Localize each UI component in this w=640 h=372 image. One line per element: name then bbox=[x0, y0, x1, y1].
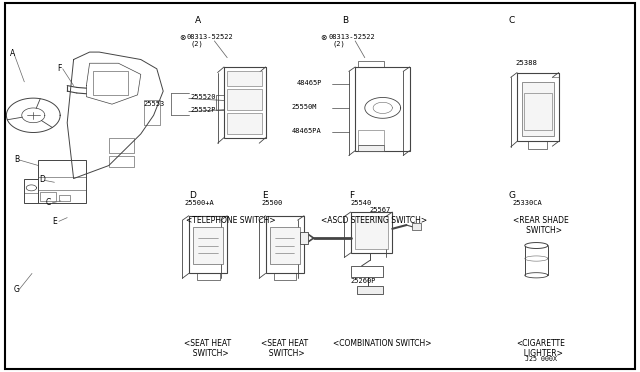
Bar bbox=[358, 130, 384, 145]
Bar bbox=[522, 82, 554, 136]
Text: A: A bbox=[195, 16, 202, 25]
Bar bbox=[270, 227, 300, 264]
Text: G: G bbox=[509, 191, 516, 200]
Text: E: E bbox=[262, 191, 268, 200]
Bar bbox=[109, 138, 134, 153]
Bar bbox=[528, 141, 547, 149]
Text: <COMBINATION SWITCH>: <COMBINATION SWITCH> bbox=[333, 339, 432, 347]
Bar bbox=[351, 212, 392, 253]
Bar bbox=[227, 113, 262, 134]
Text: 25552P: 25552P bbox=[191, 108, 216, 113]
Text: <CIGARETTE
  LIGHTER>: <CIGARETTE LIGHTER> bbox=[516, 339, 565, 358]
Text: 25550M: 25550M bbox=[291, 104, 317, 110]
Text: <TELEPHONE SWITCH>: <TELEPHONE SWITCH> bbox=[186, 216, 275, 225]
Text: D: D bbox=[40, 175, 45, 184]
Text: D: D bbox=[189, 191, 196, 200]
Bar bbox=[193, 227, 223, 264]
Text: (2): (2) bbox=[332, 41, 345, 47]
Bar bbox=[412, 223, 421, 230]
Text: 25500: 25500 bbox=[261, 200, 282, 206]
Bar bbox=[357, 286, 383, 294]
Text: 25260P: 25260P bbox=[351, 278, 376, 284]
Text: 25540: 25540 bbox=[351, 200, 372, 206]
Bar bbox=[517, 73, 559, 141]
Text: 25330CA: 25330CA bbox=[512, 200, 541, 206]
Text: 255520: 255520 bbox=[191, 94, 216, 100]
Text: C: C bbox=[509, 16, 515, 25]
Bar bbox=[355, 67, 410, 151]
Text: C: C bbox=[46, 198, 51, 207]
Bar bbox=[144, 100, 160, 125]
Text: B: B bbox=[342, 16, 349, 25]
Bar bbox=[227, 89, 262, 110]
Text: 48465PA: 48465PA bbox=[292, 128, 322, 134]
Bar bbox=[266, 216, 304, 273]
Bar bbox=[109, 156, 134, 167]
Bar bbox=[224, 67, 266, 138]
Bar bbox=[300, 232, 308, 244]
Text: ⊗: ⊗ bbox=[179, 33, 186, 42]
Text: <ASCD STEERING SWITCH>: <ASCD STEERING SWITCH> bbox=[321, 216, 428, 225]
Bar bbox=[189, 216, 227, 273]
Text: B: B bbox=[14, 155, 19, 164]
Bar bbox=[59, 195, 70, 201]
Text: 08313-52522: 08313-52522 bbox=[328, 34, 375, 40]
Text: (2): (2) bbox=[191, 41, 204, 47]
Text: 08313-52522: 08313-52522 bbox=[187, 34, 234, 40]
Bar bbox=[227, 71, 262, 86]
Bar bbox=[216, 95, 224, 110]
Bar bbox=[38, 160, 86, 203]
Text: 48465P: 48465P bbox=[296, 80, 322, 86]
Text: J25 000X: J25 000X bbox=[525, 356, 557, 362]
Text: ⊗: ⊗ bbox=[321, 33, 327, 42]
Text: 25567: 25567 bbox=[370, 207, 391, 213]
Bar bbox=[93, 71, 128, 95]
Text: A: A bbox=[10, 49, 15, 58]
Text: F: F bbox=[349, 191, 354, 200]
Text: 25388: 25388 bbox=[515, 60, 537, 66]
Bar bbox=[274, 273, 296, 280]
Bar bbox=[24, 179, 38, 203]
Bar bbox=[355, 216, 388, 249]
Text: 25500+A: 25500+A bbox=[184, 200, 214, 206]
Text: G: G bbox=[14, 285, 20, 294]
Text: E: E bbox=[52, 217, 57, 226]
Bar bbox=[358, 61, 384, 67]
Text: <REAR SHADE
   SWITCH>: <REAR SHADE SWITCH> bbox=[513, 216, 569, 235]
Bar bbox=[197, 273, 220, 280]
Text: <SEAT HEAT
  SWITCH>: <SEAT HEAT SWITCH> bbox=[261, 339, 308, 358]
Bar bbox=[358, 145, 384, 151]
Text: F: F bbox=[58, 64, 62, 73]
Bar bbox=[524, 93, 552, 130]
Text: <SEAT HEAT
  SWITCH>: <SEAT HEAT SWITCH> bbox=[184, 339, 232, 358]
Bar bbox=[351, 266, 383, 277]
Bar bbox=[40, 192, 56, 201]
Text: 25553: 25553 bbox=[144, 101, 165, 107]
